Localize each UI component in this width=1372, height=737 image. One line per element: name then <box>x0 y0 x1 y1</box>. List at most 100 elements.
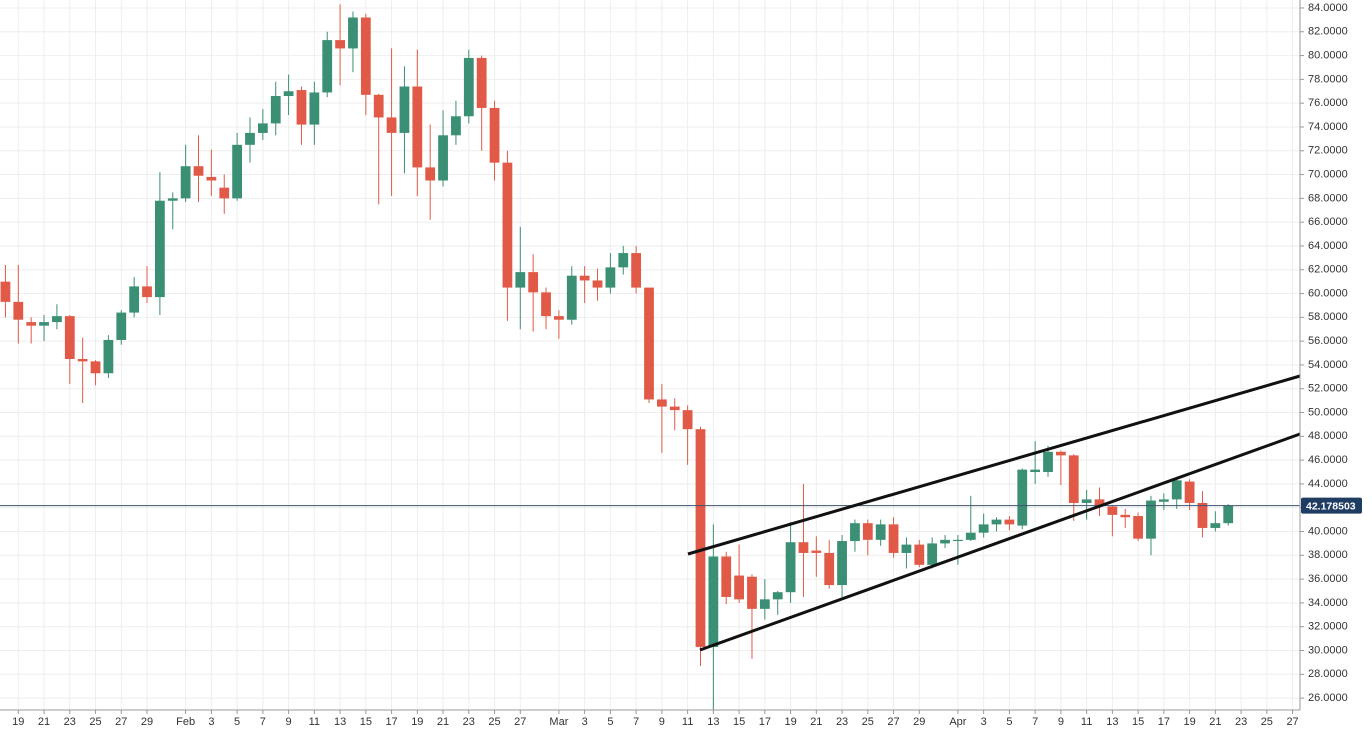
x-tick-label: Feb <box>176 716 195 728</box>
candle-body <box>219 187 230 199</box>
candle-body <box>734 575 744 600</box>
y-tick-label: 46.0000 <box>1308 454 1348 466</box>
x-tick-label: 25 <box>89 716 101 728</box>
candle-body <box>798 542 809 553</box>
candle-body <box>515 272 526 288</box>
x-tick-label: 13 <box>334 716 346 728</box>
candle-body <box>1210 523 1221 528</box>
candle-body <box>1055 451 1066 456</box>
y-tick-label: 74.0000 <box>1308 121 1348 133</box>
candle-body <box>1094 499 1105 507</box>
x-tick-label: 11 <box>1081 716 1092 728</box>
x-tick-label: 21 <box>1209 716 1221 728</box>
y-tick-label: 38.0000 <box>1308 549 1348 561</box>
candle-body <box>296 90 307 125</box>
candle-body <box>528 272 539 293</box>
candle-body <box>129 286 140 313</box>
x-tick-label: 25 <box>488 716 500 728</box>
x-tick-label: 25 <box>1261 716 1273 728</box>
candle-body <box>232 144 243 199</box>
y-tick-label: 40.0000 <box>1308 525 1348 537</box>
x-tick-label: 21 <box>810 716 822 728</box>
x-tick-label: 7 <box>633 716 639 728</box>
x-tick-label: 23 <box>836 716 848 728</box>
x-tick-label: 15 <box>360 716 372 728</box>
y-tick-label: 34.0000 <box>1308 597 1348 609</box>
candle-body <box>142 286 152 298</box>
x-tick-label: 21 <box>437 716 449 728</box>
candle-body <box>489 107 500 163</box>
candle-body <box>1146 500 1156 539</box>
candle-body <box>953 539 963 542</box>
y-tick-label: 48.0000 <box>1308 430 1348 442</box>
candle-body <box>914 544 925 565</box>
candle-body <box>708 556 719 647</box>
x-tick-label: 5 <box>1006 716 1012 728</box>
x-tick-label: 27 <box>115 716 127 728</box>
x-tick-label: 27 <box>887 716 899 728</box>
x-tick-label: 9 <box>286 716 292 728</box>
x-tick-label: 17 <box>759 716 771 728</box>
x-tick-label: 11 <box>309 716 320 728</box>
lower-trendline <box>699 432 1301 652</box>
candle-body <box>348 17 358 49</box>
candle-body <box>103 339 114 374</box>
last-price-badge <box>1301 497 1362 514</box>
x-tick-label: 15 <box>1132 716 1144 728</box>
candle-body <box>785 542 796 593</box>
candle-body <box>309 92 320 125</box>
candle-body <box>1171 480 1182 500</box>
candle-body <box>1158 499 1169 502</box>
y-tick-label: 56.0000 <box>1308 335 1348 347</box>
candle-body <box>1017 469 1028 526</box>
candle-body <box>39 322 49 326</box>
candle-body <box>592 280 603 288</box>
y-tick-label: 26.0000 <box>1308 692 1348 704</box>
y-tick-label: 70.0000 <box>1308 168 1348 180</box>
candle-body <box>245 132 255 145</box>
candle-body <box>64 316 75 359</box>
x-tick-label: 3 <box>582 716 588 728</box>
y-tick-label: 36.0000 <box>1308 573 1348 585</box>
x-tick-label: 19 <box>1183 716 1195 728</box>
candle-body <box>52 316 62 323</box>
x-tick-label: 19 <box>784 716 796 728</box>
y-tick-label: 84.0000 <box>1308 2 1348 14</box>
candle-body <box>965 532 976 540</box>
y-tick-label: 66.0000 <box>1308 216 1348 228</box>
candle-body <box>412 86 423 168</box>
x-tick-label: 19 <box>411 716 423 728</box>
candle-body <box>167 198 178 201</box>
y-tick-label: 28.0000 <box>1308 668 1348 680</box>
x-tick-label: 9 <box>1058 716 1064 728</box>
candle-body <box>502 162 513 288</box>
grid-layer <box>0 0 1300 710</box>
candle-body <box>1081 499 1092 503</box>
candle-body <box>283 91 294 97</box>
candle-body <box>1004 519 1015 525</box>
x-tick-label: 17 <box>385 716 397 728</box>
x-tick-label: 3 <box>981 716 987 728</box>
x-tick-label: 9 <box>659 716 665 728</box>
candle-body <box>463 57 474 117</box>
candle-body <box>451 116 461 136</box>
x-tick-label: 27 <box>1286 716 1298 728</box>
candle-body <box>759 599 770 609</box>
x-tick-label: 29 <box>913 716 925 728</box>
candle-body <box>155 200 165 298</box>
candle-body <box>656 399 667 407</box>
y-tick-label: 82.0000 <box>1308 26 1348 38</box>
candle-body <box>978 524 989 533</box>
candle-body <box>193 166 204 176</box>
y-tick-label: 58.0000 <box>1308 311 1348 323</box>
x-tick-label: Mar <box>549 716 568 728</box>
x-tick-label: 21 <box>38 716 50 728</box>
candle-body <box>631 253 642 288</box>
candle-body <box>682 410 693 430</box>
candle-body <box>180 166 191 199</box>
candle-body <box>850 523 860 542</box>
y-tick-label: 72.0000 <box>1308 145 1348 157</box>
y-tick-label: 78.0000 <box>1308 73 1348 85</box>
candle-body <box>579 275 590 281</box>
